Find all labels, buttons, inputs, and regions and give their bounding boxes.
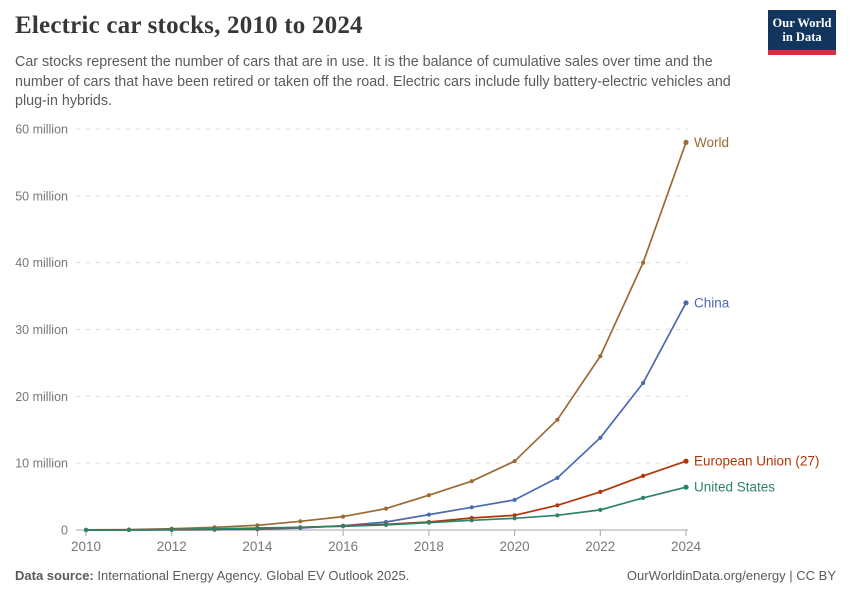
series-end-label[interactable]: United States [694, 480, 775, 495]
y-tick-label: 60 million [15, 123, 68, 137]
data-point[interactable] [212, 526, 217, 532]
y-tick-label: 10 million [15, 457, 68, 471]
data-point[interactable] [641, 260, 646, 265]
data-point[interactable] [555, 417, 560, 422]
series-china[interactable]: China [83, 295, 730, 533]
data-point[interactable] [341, 514, 346, 519]
data-point[interactable] [598, 435, 603, 440]
data-point[interactable] [598, 489, 603, 494]
data-point[interactable] [426, 512, 431, 517]
data-point[interactable] [512, 497, 517, 502]
data-point[interactable] [383, 506, 389, 511]
data-point[interactable] [683, 458, 689, 464]
data-point[interactable] [255, 525, 260, 531]
data-point[interactable] [512, 516, 517, 521]
series-end-label[interactable]: World [694, 135, 729, 150]
series-end-label[interactable]: European Union (27) [694, 454, 819, 469]
data-point[interactable] [169, 527, 174, 532]
series-line[interactable] [85, 460, 687, 531]
data-point[interactable] [683, 300, 689, 306]
y-tick-label: 40 million [15, 256, 68, 270]
data-source-label: Data source: [15, 568, 94, 583]
data-point[interactable] [512, 513, 517, 518]
x-tick-label: 2018 [414, 539, 444, 554]
x-tick-label: 2010 [71, 539, 101, 554]
data-source: Data source: International Energy Agency… [15, 568, 409, 583]
data-point[interactable] [555, 503, 560, 508]
owid-logo-line1: Our World [772, 16, 832, 30]
data-point[interactable] [641, 473, 646, 478]
x-tick-label: 2020 [500, 539, 530, 554]
data-point[interactable] [298, 519, 303, 524]
owid-logo[interactable]: Our World in Data [768, 10, 836, 55]
footer-separator: | [785, 568, 797, 583]
y-tick-label: 0 [61, 524, 68, 538]
series-line[interactable] [86, 302, 687, 531]
series-world[interactable]: World [83, 135, 729, 533]
license-link[interactable]: CC BY [796, 568, 836, 583]
data-point[interactable] [126, 527, 131, 533]
data-point[interactable] [683, 139, 689, 145]
y-tick-label: 50 million [15, 189, 68, 203]
data-point[interactable] [641, 495, 646, 500]
data-point[interactable] [512, 459, 517, 464]
x-tick-label: 2016 [328, 539, 358, 554]
data-point[interactable] [469, 479, 474, 484]
data-point[interactable] [383, 522, 389, 528]
data-point[interactable] [83, 527, 89, 533]
data-point[interactable] [683, 484, 689, 490]
chart-subtitle: Car stocks represent the number of cars … [15, 54, 731, 110]
chart-footer: Data source: International Energy Agency… [15, 568, 836, 583]
data-point[interactable] [598, 507, 603, 512]
data-point[interactable] [555, 475, 560, 480]
x-tick-label: 2014 [242, 539, 273, 554]
owid-logo-line2: in Data [782, 30, 822, 45]
y-tick-label: 20 million [15, 390, 68, 404]
x-tick-label: 2012 [157, 539, 187, 554]
data-point[interactable] [469, 505, 474, 510]
x-tick-label: 2022 [585, 539, 615, 554]
series-end-label[interactable]: China [694, 295, 730, 310]
data-source-text: International Energy Agency. Global EV O… [93, 568, 410, 583]
y-tick-label: 30 million [15, 323, 68, 337]
footer-links: OurWorldinData.org/energy | CC BY [627, 568, 836, 583]
data-point[interactable] [298, 525, 303, 530]
data-point[interactable] [426, 520, 431, 525]
data-point[interactable] [426, 493, 431, 498]
x-tick-label: 2024 [671, 539, 702, 554]
data-point[interactable] [555, 513, 560, 518]
data-point[interactable] [341, 524, 346, 529]
series-line[interactable] [85, 142, 687, 531]
series-united-states[interactable]: United States [83, 480, 775, 533]
site-link[interactable]: OurWorldinData.org/energy [626, 568, 786, 583]
data-point[interactable] [641, 380, 646, 386]
data-point[interactable] [598, 354, 603, 359]
page-title: Electric car stocks, 2010 to 2024 [15, 12, 363, 39]
data-point[interactable] [469, 518, 474, 523]
